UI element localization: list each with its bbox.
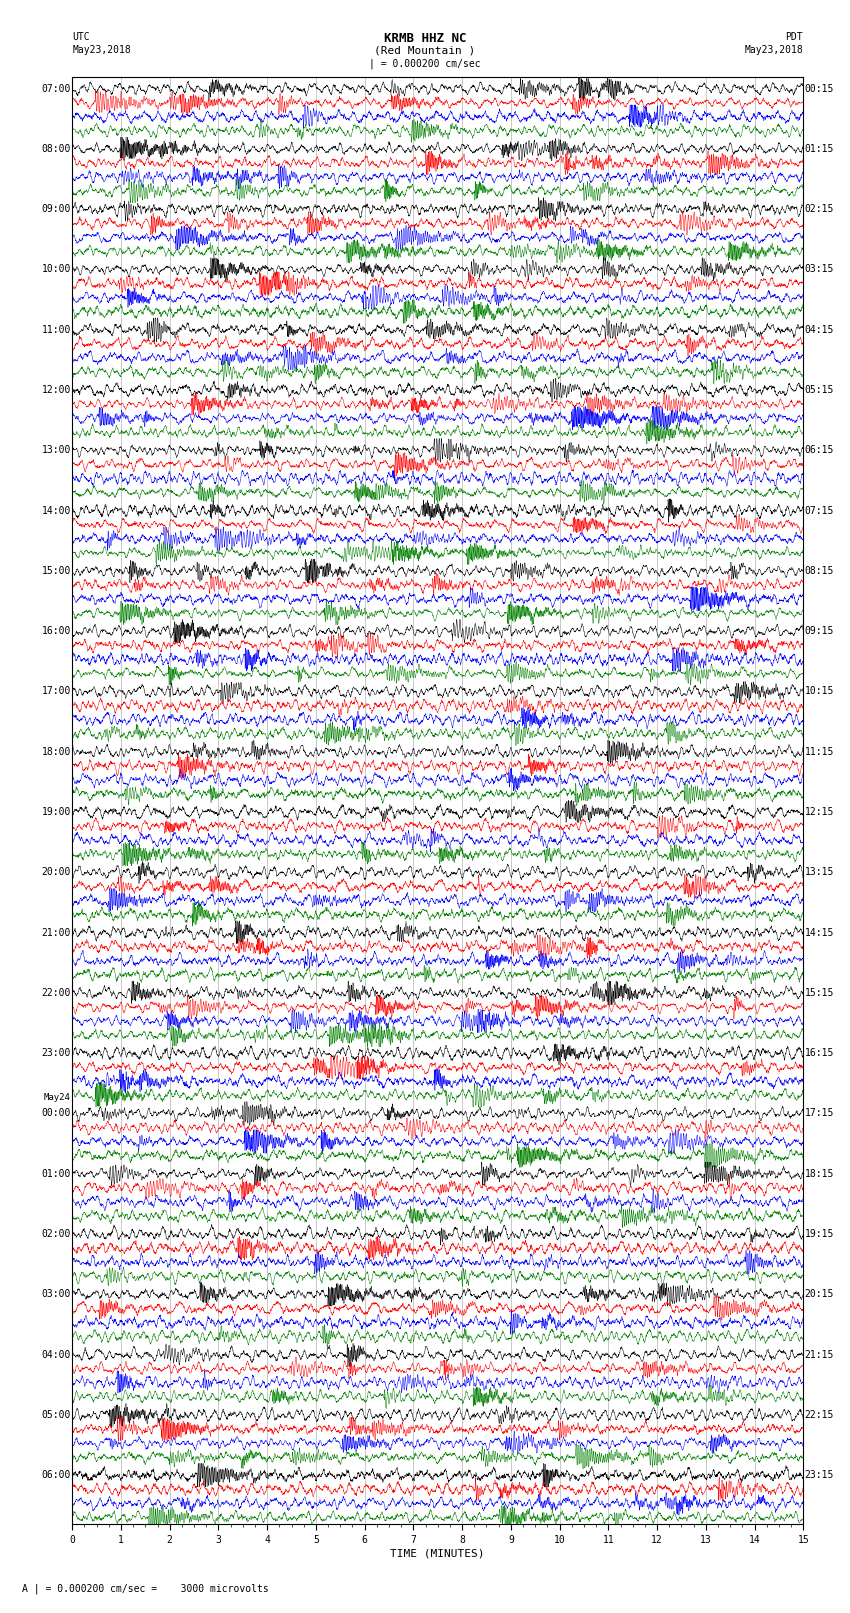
Text: 15:15: 15:15 [805, 987, 834, 998]
Text: 23:00: 23:00 [42, 1048, 71, 1058]
Text: 02:00: 02:00 [42, 1229, 71, 1239]
Text: 11:00: 11:00 [42, 324, 71, 336]
Text: 13:00: 13:00 [42, 445, 71, 455]
Text: 04:15: 04:15 [805, 324, 834, 336]
Text: 08:00: 08:00 [42, 144, 71, 153]
Text: | = 0.000200 cm/sec: | = 0.000200 cm/sec [369, 58, 481, 69]
Text: 08:15: 08:15 [805, 566, 834, 576]
Text: 09:15: 09:15 [805, 626, 834, 636]
Text: 18:00: 18:00 [42, 747, 71, 756]
Text: May23,2018: May23,2018 [745, 45, 803, 55]
Text: 15:00: 15:00 [42, 566, 71, 576]
Text: 05:15: 05:15 [805, 386, 834, 395]
Text: 00:00: 00:00 [42, 1108, 71, 1118]
Text: PDT: PDT [785, 32, 803, 42]
Text: 19:00: 19:00 [42, 806, 71, 818]
Text: 07:00: 07:00 [42, 84, 71, 94]
Text: 12:15: 12:15 [805, 806, 834, 818]
Text: 02:15: 02:15 [805, 205, 834, 215]
Text: May24: May24 [44, 1094, 71, 1102]
Text: 12:00: 12:00 [42, 386, 71, 395]
Text: 16:00: 16:00 [42, 626, 71, 636]
Text: 04:00: 04:00 [42, 1350, 71, 1360]
Text: 14:00: 14:00 [42, 505, 71, 516]
Text: 03:00: 03:00 [42, 1289, 71, 1300]
Text: May23,2018: May23,2018 [72, 45, 131, 55]
Text: 01:15: 01:15 [805, 144, 834, 153]
Text: A | = 0.000200 cm/sec =    3000 microvolts: A | = 0.000200 cm/sec = 3000 microvolts [22, 1582, 269, 1594]
Text: 19:15: 19:15 [805, 1229, 834, 1239]
Text: 22:00: 22:00 [42, 987, 71, 998]
Text: 21:00: 21:00 [42, 927, 71, 937]
Text: 00:15: 00:15 [805, 84, 834, 94]
Text: 22:15: 22:15 [805, 1410, 834, 1419]
Text: 18:15: 18:15 [805, 1169, 834, 1179]
Text: 10:00: 10:00 [42, 265, 71, 274]
Text: 13:15: 13:15 [805, 868, 834, 877]
Text: 16:15: 16:15 [805, 1048, 834, 1058]
Text: UTC: UTC [72, 32, 90, 42]
Text: 23:15: 23:15 [805, 1469, 834, 1481]
Text: 11:15: 11:15 [805, 747, 834, 756]
Text: 14:15: 14:15 [805, 927, 834, 937]
Text: 09:00: 09:00 [42, 205, 71, 215]
Text: 21:15: 21:15 [805, 1350, 834, 1360]
Text: 20:15: 20:15 [805, 1289, 834, 1300]
Text: 05:00: 05:00 [42, 1410, 71, 1419]
Text: 10:15: 10:15 [805, 687, 834, 697]
Text: 07:15: 07:15 [805, 505, 834, 516]
Text: 06:00: 06:00 [42, 1469, 71, 1481]
X-axis label: TIME (MINUTES): TIME (MINUTES) [390, 1548, 485, 1558]
Text: 17:00: 17:00 [42, 687, 71, 697]
Text: 01:00: 01:00 [42, 1169, 71, 1179]
Text: (Red Mountain ): (Red Mountain ) [374, 45, 476, 55]
Text: 20:00: 20:00 [42, 868, 71, 877]
Text: 17:15: 17:15 [805, 1108, 834, 1118]
Text: 06:15: 06:15 [805, 445, 834, 455]
Text: 03:15: 03:15 [805, 265, 834, 274]
Text: KRMB HHZ NC: KRMB HHZ NC [383, 32, 467, 45]
